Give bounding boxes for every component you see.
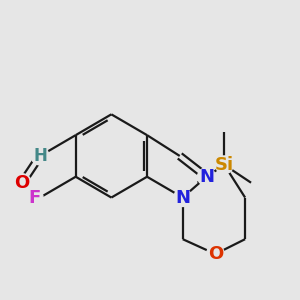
Circle shape — [215, 156, 233, 174]
Circle shape — [174, 189, 192, 206]
Text: F: F — [28, 189, 40, 207]
Text: H: H — [33, 147, 47, 165]
Circle shape — [31, 147, 49, 165]
Text: N: N — [175, 189, 190, 207]
Circle shape — [198, 168, 215, 186]
Text: N: N — [199, 168, 214, 186]
Circle shape — [13, 174, 31, 192]
Text: O: O — [208, 245, 223, 263]
Circle shape — [206, 245, 224, 263]
Text: Si: Si — [215, 156, 234, 174]
Text: O: O — [15, 174, 30, 192]
Circle shape — [25, 189, 43, 206]
